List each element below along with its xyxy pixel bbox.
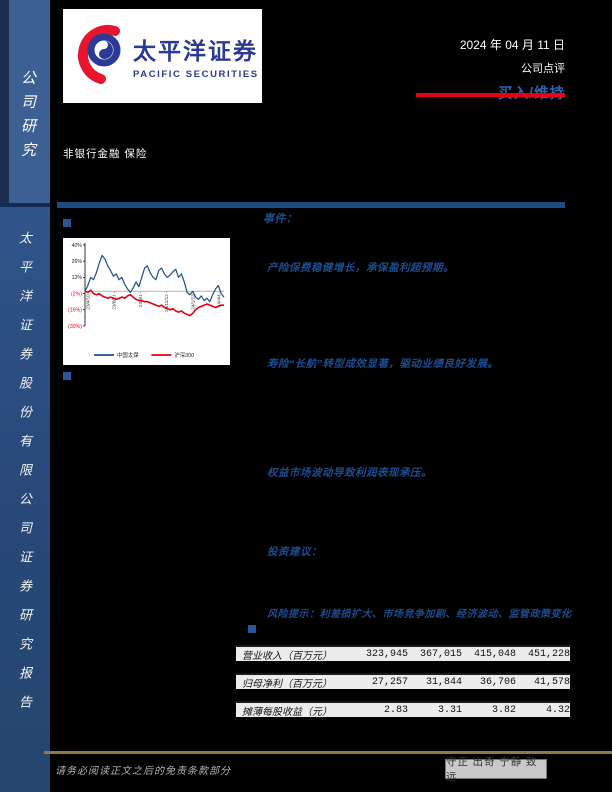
svg-text:23/11/12: 23/11/12 <box>164 294 169 312</box>
row-value: 2.83 <box>383 704 408 716</box>
risk-warning-line: 风险提示：利差损扩大、市场竞争加剧、经济波动、监管政策变化 <box>267 609 572 620</box>
svg-text:23/6/21: 23/6/21 <box>112 294 117 310</box>
table-row-revenue: 营业收入（百万元） 323,945 367,015 415,048 451,22… <box>236 645 570 662</box>
company-logo: 太平洋证券 PACIFIC SECURITIES <box>63 9 262 103</box>
logo-text-block: 太平洋证券 PACIFIC SECURITIES <box>133 32 259 80</box>
rating-red-underline <box>416 93 565 97</box>
svg-text:24/4/4: 24/4/4 <box>217 294 222 307</box>
sidebar-bottom-label: 太平洋证券股份有限公司证券研究报告 <box>17 231 32 724</box>
row-label: 营业收入（百万元） <box>242 650 332 662</box>
bullet-square-3 <box>248 625 256 633</box>
row-value: 323,945 <box>365 648 408 660</box>
svg-text:中国太保: 中国太保 <box>117 351 139 359</box>
pacific-securities-logo-icon <box>71 23 127 90</box>
row-value: 31,844 <box>425 676 462 688</box>
table-row-net-profit: 归母净利（百万元） 27,257 31,844 36,706 41,578 <box>236 673 570 690</box>
row-value: 3.31 <box>437 704 462 716</box>
section-divider-bar <box>57 202 565 208</box>
row-label: 归母净利（百万元） <box>242 678 332 690</box>
point-life-insurance: 寿险“长航”转型成效显著，驱动业绩良好发展。 <box>267 359 499 370</box>
point-property-insurance: 产险保费稳健增长，承保盈利超预期。 <box>267 263 454 274</box>
stock-performance-chart: 40% 26% 12% (2%) (16%) (30%) 23/4/10 23/6/21 23/… <box>63 238 230 365</box>
row-value: 3.82 <box>491 704 516 716</box>
logo-en-name: PACIFIC SECURITIES <box>133 69 259 80</box>
sector-label: 非银行金融 保险 <box>63 148 148 160</box>
bullet-square-1 <box>63 219 71 227</box>
svg-text:(30%): (30%) <box>68 324 82 330</box>
svg-text:24/1/23: 24/1/23 <box>190 294 195 310</box>
sidebar-report-strip: 太平洋证券股份有限公司证券研究报告 <box>0 203 50 792</box>
row-value: 4.32 <box>545 704 570 716</box>
bullet-square-2 <box>63 372 71 380</box>
row-value: 367,015 <box>419 648 462 660</box>
svg-text:(2%): (2%) <box>71 291 82 297</box>
table-row-eps: 摊薄每股收益（元） 2.83 3.31 3.82 4.32 <box>236 701 570 718</box>
report-meta: 2024 年 04 月 11 日 公司点评 买入/维持 <box>460 36 565 103</box>
row-value: 27,257 <box>371 676 408 688</box>
logo-cn-name: 太平洋证券 <box>133 39 258 64</box>
svg-text:40%: 40% <box>72 243 83 249</box>
svg-text:(16%): (16%) <box>68 308 82 314</box>
sidebar-top-label: 公司研究 <box>19 70 35 166</box>
svg-text:沪深300: 沪深300 <box>174 351 194 359</box>
footer-disclaimer: 请务必阅读正文之后的免责条款部分 <box>55 766 231 777</box>
svg-text:26%: 26% <box>72 259 83 265</box>
svg-text:12%: 12% <box>72 275 83 281</box>
row-value: 415,048 <box>473 648 516 660</box>
svg-text:23/4/10: 23/4/10 <box>86 294 91 310</box>
report-type: 公司点评 <box>521 63 565 75</box>
event-heading: 事件： <box>263 213 298 225</box>
row-value: 41,578 <box>533 676 570 688</box>
sidebar-company-research: 公司研究 <box>0 0 50 203</box>
advice-heading: 投资建议： <box>267 547 322 558</box>
footer-motto: 守正 出奇 宁静 致远 <box>445 757 547 783</box>
row-value: 451,228 <box>527 648 570 660</box>
row-label: 摊薄每股收益（元） <box>242 706 332 718</box>
row-value: 36,706 <box>479 676 516 688</box>
report-date: 2024 年 04 月 11 日 <box>459 38 565 52</box>
chart-canvas: 40% 26% 12% (2%) (16%) (30%) 23/4/10 23/6/21 23/… <box>68 243 225 359</box>
footer-gold-rule <box>44 751 612 754</box>
point-equity-market: 权益市场波动导致利润表现承压。 <box>267 468 432 479</box>
